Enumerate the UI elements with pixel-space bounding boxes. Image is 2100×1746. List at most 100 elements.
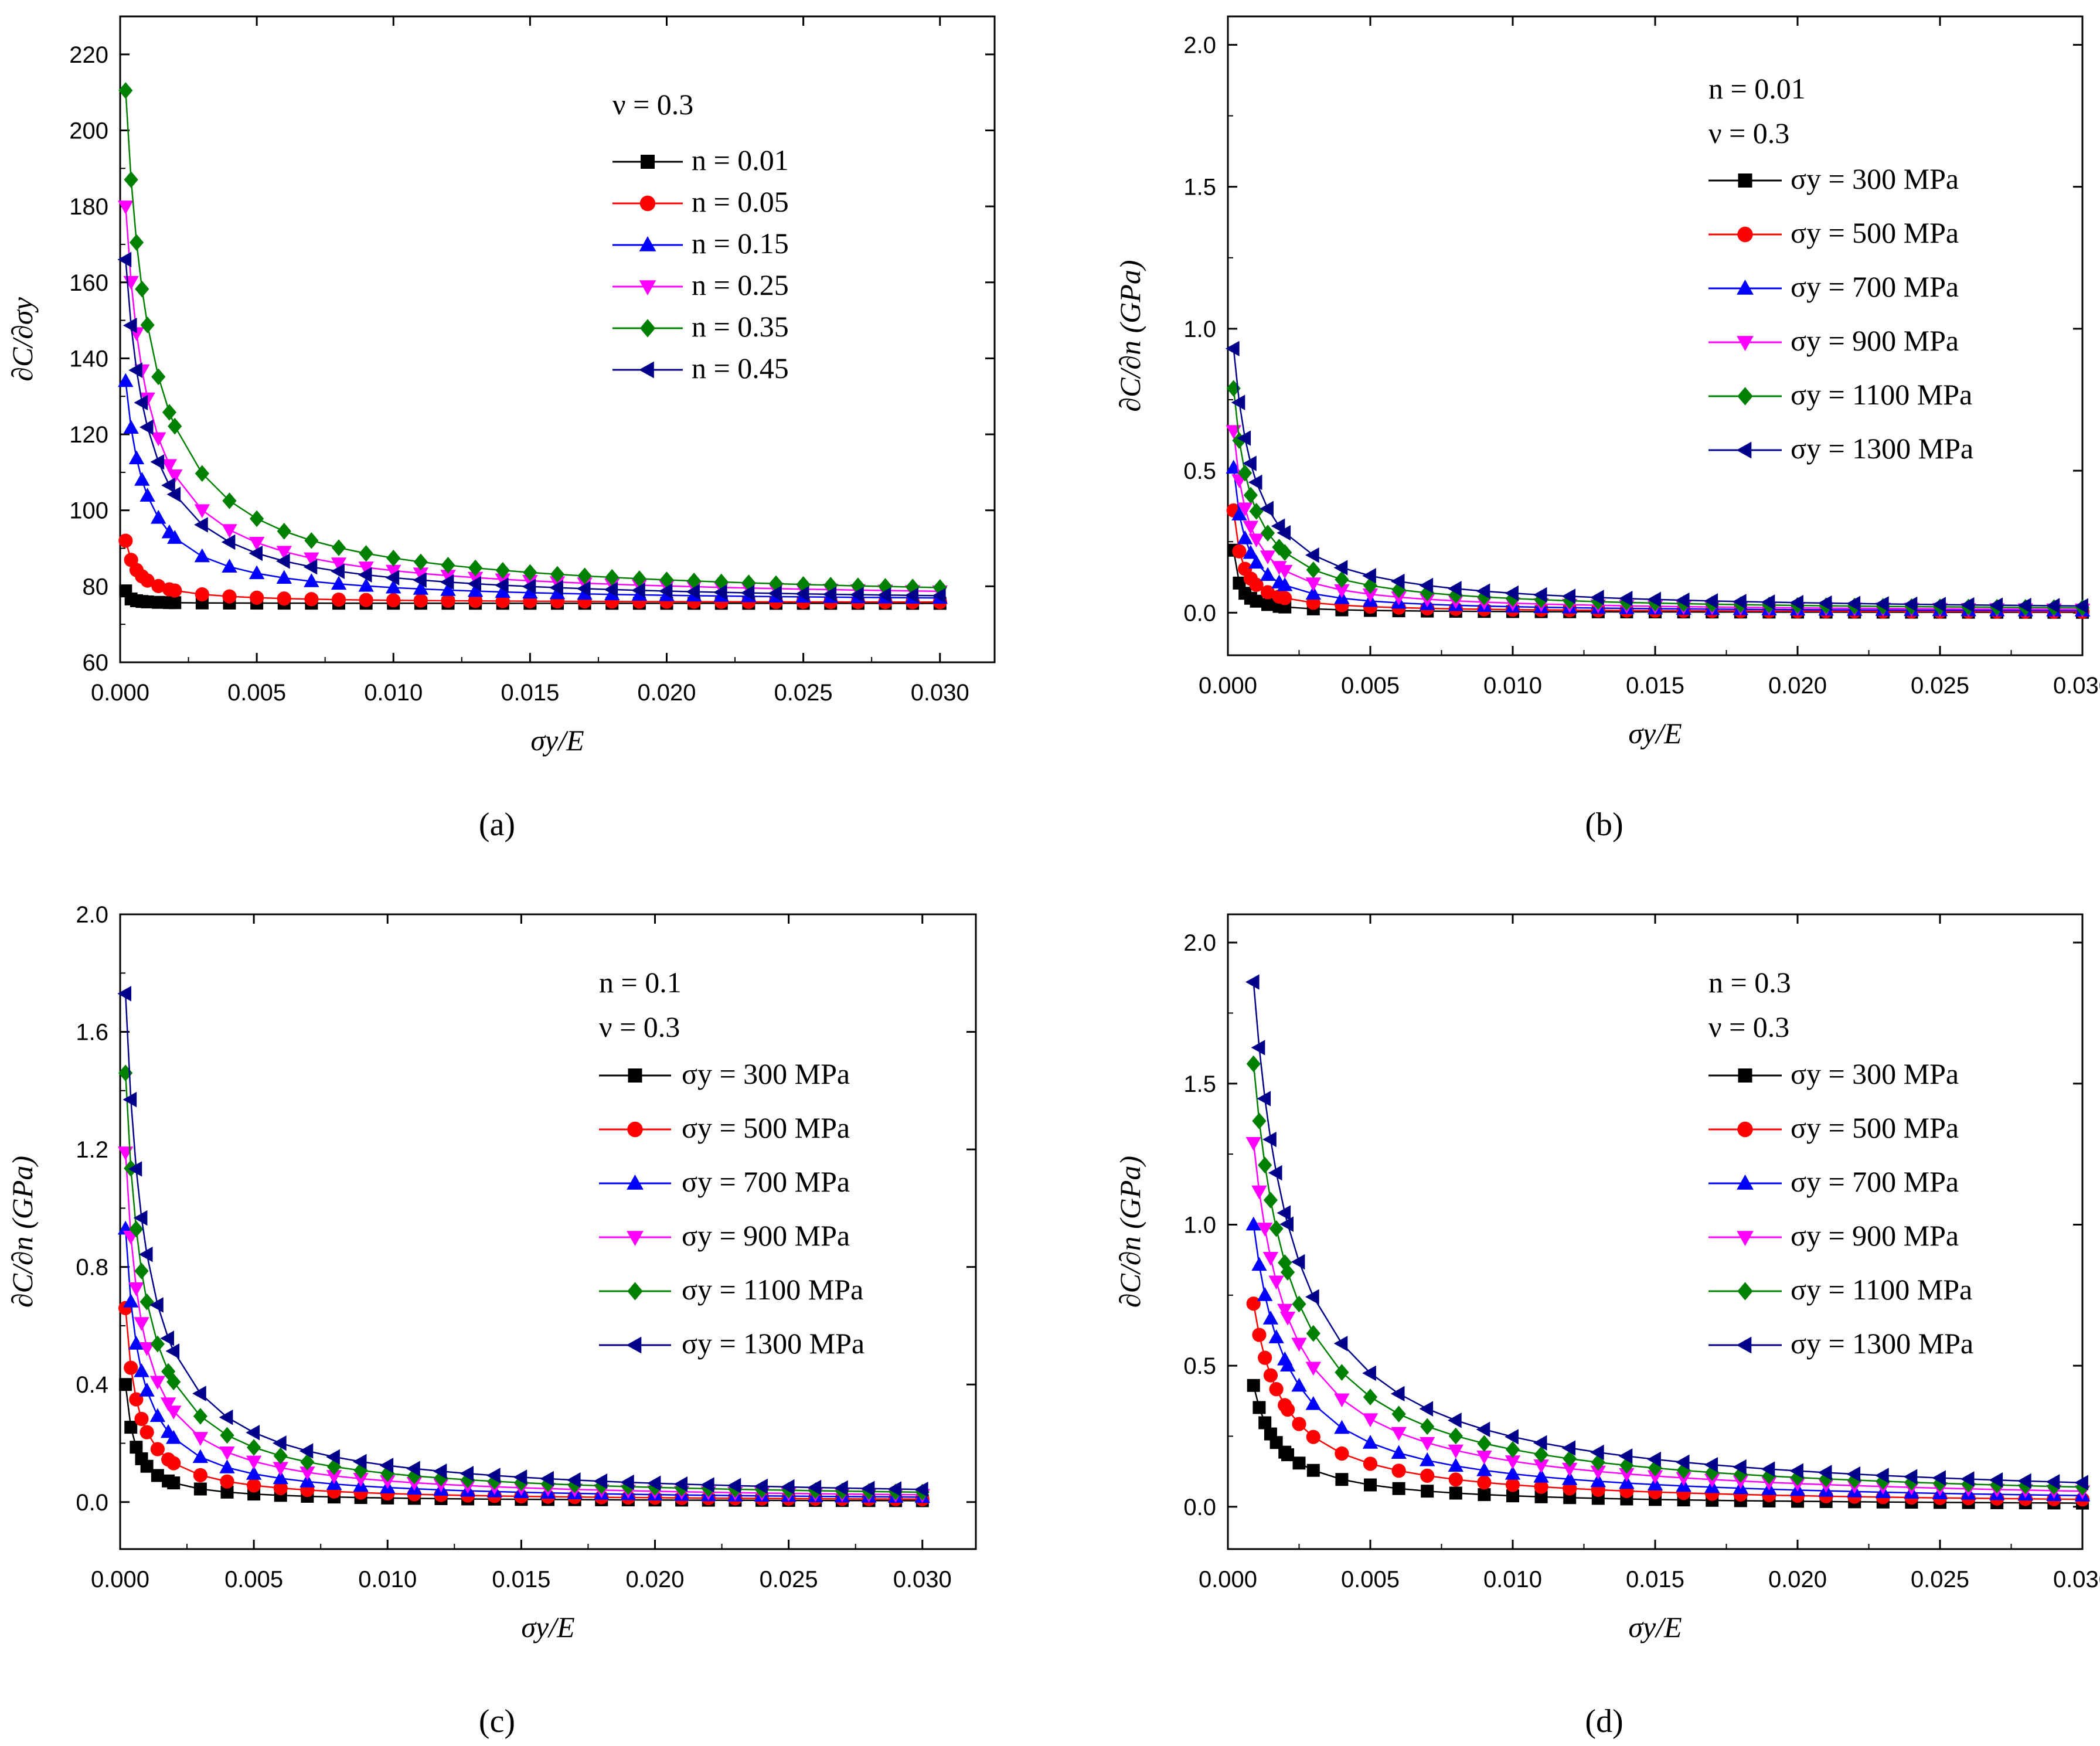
y-tick-label: 0.0 [76,1490,108,1516]
data-point [1477,1475,1492,1490]
data-point [1505,1465,1521,1480]
y-tick-label: 0.5 [1183,1353,1216,1379]
data-point [1252,1401,1266,1414]
data-point [304,592,319,607]
data-point [192,1386,206,1401]
x-axis-title: σy/E [521,1611,574,1643]
data-point [1561,1440,1576,1456]
data-point [1505,1429,1519,1445]
data-point [1243,544,1259,559]
data-point [1305,1362,1321,1376]
x-tick-label: 0.025 [1911,1567,1969,1592]
legend-label: n = 0.35 [692,310,789,343]
data-point [1391,591,1407,605]
data-point [1733,594,1747,610]
data-point [193,1408,207,1425]
data-point [1269,1220,1284,1237]
data-point [359,593,373,607]
data-point [1252,1328,1267,1342]
data-point [1279,1216,1294,1232]
legend-marker [639,361,654,379]
data-point [139,419,154,435]
data-point [1647,591,1661,607]
data-point [593,1473,608,1489]
data-point [161,1363,176,1380]
legend-label: σy = 1300 MPa [1791,1327,1973,1360]
legend-marker [627,1121,643,1138]
data-point [540,1475,556,1493]
data-point [1762,1468,1776,1485]
data-point [1448,1472,1463,1487]
data-point [130,1441,143,1454]
legend-entry: σy = 1100 MPa [599,1273,863,1306]
y-axis-title: ∂C/∂σy [6,297,39,381]
data-point [1260,501,1274,517]
data-point [620,1474,634,1490]
legend-marker [627,1175,644,1190]
y-tick-label: 2.0 [1183,32,1216,58]
legend-label: σy = 700 MPa [682,1165,850,1198]
series-line [1252,1224,2083,1496]
data-point [1476,1462,1492,1476]
data-point [1362,1413,1379,1428]
data-point [914,1482,928,1497]
data-point [486,1468,501,1483]
legend-marker [639,319,656,338]
data-point [754,1478,768,1495]
data-point [467,576,482,592]
data-point [1392,1482,1405,1495]
data-point [495,573,510,588]
data-point [358,567,372,583]
data-point [273,1470,288,1485]
x-tick-label: 0.000 [1199,1567,1257,1592]
data-point [134,472,150,486]
data-point [1305,586,1321,600]
data-point [385,570,400,586]
data-point [780,1479,795,1495]
data-point [152,595,165,609]
data-point [413,581,429,595]
legend-entry: σy = 1100 MPa [1708,1273,1972,1306]
y-tick-label: 1.6 [76,1020,108,1046]
y-tick-label: 1.0 [1183,316,1216,342]
data-point [1391,1445,1407,1459]
data-point [386,579,401,594]
data-point [1421,1485,1434,1498]
data-point [549,580,563,595]
x-tick-label: 0.030 [2053,673,2100,699]
data-point [128,450,145,465]
data-point [192,1432,209,1446]
data-point [151,578,166,593]
data-point [276,546,292,560]
data-point [1448,581,1462,597]
data-point [1260,525,1275,542]
data-point [149,1297,164,1313]
data-point [1846,595,1861,611]
legend-marker [1736,441,1752,459]
data-point [194,548,210,563]
data-point [1280,1402,1295,1417]
data-point [1420,1468,1435,1483]
panel-label: (b) [1585,806,1623,843]
data-point [379,1458,394,1473]
legend-label: σy = 500 MPa [1791,216,1959,249]
data-point [850,577,865,594]
legend-label: σy = 500 MPa [1791,1111,1959,1144]
y-tick-label: 1.5 [1183,1071,1216,1097]
data-point [359,544,373,562]
data-point [1364,1478,1377,1492]
data-point [1334,1393,1350,1408]
data-point [549,585,566,600]
legend-label: n = 0.15 [692,227,789,260]
annotation: ν = 0.3 [599,1010,680,1043]
data-point [1932,597,1946,612]
data-point [195,465,209,482]
data-point [860,1480,875,1496]
data-point [139,1425,154,1439]
data-point [303,559,318,575]
data-point [1448,1413,1462,1428]
data-point [117,251,132,268]
data-point [168,596,182,610]
data-point [658,583,673,599]
data-point [834,1480,848,1496]
